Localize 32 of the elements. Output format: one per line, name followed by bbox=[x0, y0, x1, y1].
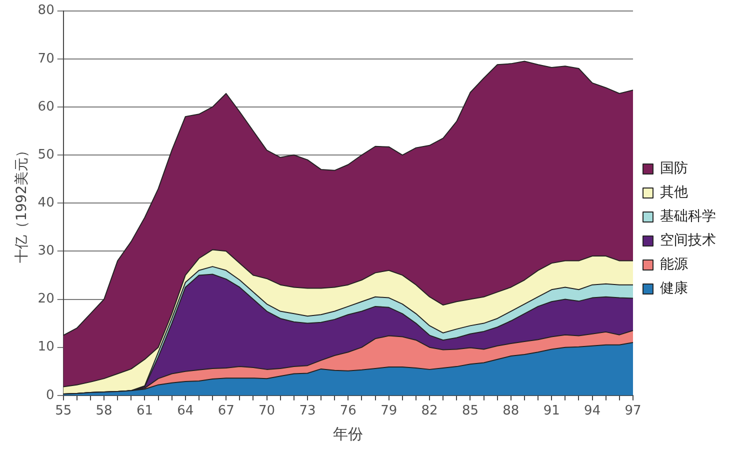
x-tick-label: 91 bbox=[543, 404, 560, 419]
y-tick-label: 20 bbox=[38, 292, 54, 307]
x-tick-label: 70 bbox=[258, 404, 276, 419]
legend-label: 其他 bbox=[660, 184, 688, 201]
y-tick-label: 30 bbox=[38, 244, 54, 259]
legend-label: 空间技术 bbox=[660, 232, 716, 249]
x-tick-label: 85 bbox=[462, 404, 479, 419]
x-tick-label: 64 bbox=[177, 404, 194, 419]
x-tick-label: 94 bbox=[584, 404, 601, 419]
x-tick-label: 79 bbox=[380, 404, 398, 419]
legend-label: 国防 bbox=[660, 160, 688, 177]
legend-label: 能源 bbox=[660, 256, 688, 273]
x-tick-label: 58 bbox=[96, 404, 112, 419]
x-tick-label: 61 bbox=[136, 404, 153, 419]
y-tick-label: 50 bbox=[38, 147, 54, 162]
x-tick-label: 76 bbox=[340, 404, 356, 419]
y-axis-title: 十亿（1992美元） bbox=[14, 143, 30, 263]
x-tick-label: 82 bbox=[421, 404, 438, 419]
legend-label: 基础科学 bbox=[660, 208, 716, 225]
y-tick-label: 60 bbox=[38, 99, 54, 114]
x-tick-label: 67 bbox=[218, 404, 234, 419]
x-tick-label: 73 bbox=[299, 404, 316, 419]
x-tick-label: 55 bbox=[55, 404, 72, 419]
x-tick-label: 88 bbox=[502, 404, 520, 419]
y-tick-label: 80 bbox=[38, 3, 54, 18]
y-tick-label: 10 bbox=[38, 340, 54, 355]
x-axis-title: 年份 bbox=[333, 424, 364, 443]
x-tick-label: 97 bbox=[624, 404, 642, 419]
y-tick-label: 0 bbox=[46, 388, 54, 403]
y-tick-label: 70 bbox=[38, 51, 54, 66]
legend-label: 健康 bbox=[660, 280, 688, 297]
y-tick-label: 40 bbox=[38, 195, 54, 210]
